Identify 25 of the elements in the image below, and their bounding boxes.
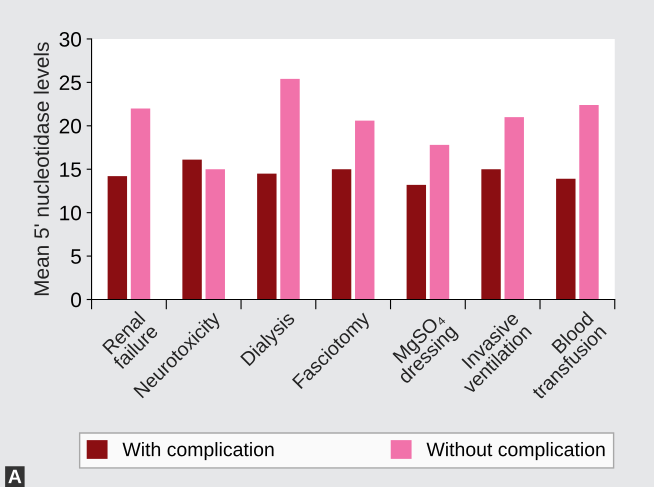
y-axis-title: Mean 5' nucleotidase levels [34, 42, 49, 296]
y-tick-label: 15 [60, 162, 81, 177]
bar [108, 176, 128, 300]
bar [332, 169, 352, 300]
bar [130, 108, 150, 300]
y-tick-label: 5 [71, 249, 81, 264]
bar [504, 117, 524, 300]
bar [355, 120, 374, 300]
bar [430, 144, 450, 300]
bar [257, 174, 277, 300]
legend-label: With complication [122, 442, 274, 460]
y-tick-label: 30 [59, 32, 82, 47]
y-tick-label: 20 [60, 118, 82, 134]
text: A [8, 470, 22, 484]
y-tick-label: 10 [60, 206, 82, 220]
bar [206, 169, 225, 300]
bar [481, 169, 501, 300]
legend-label: Without complication [426, 442, 605, 460]
bar [280, 78, 300, 300]
y-tick-label: 0 [71, 292, 82, 308]
y-tick-label: 25 [60, 75, 81, 90]
bar [579, 104, 599, 300]
bar [406, 184, 426, 300]
bar [556, 178, 576, 300]
bar [182, 160, 202, 300]
